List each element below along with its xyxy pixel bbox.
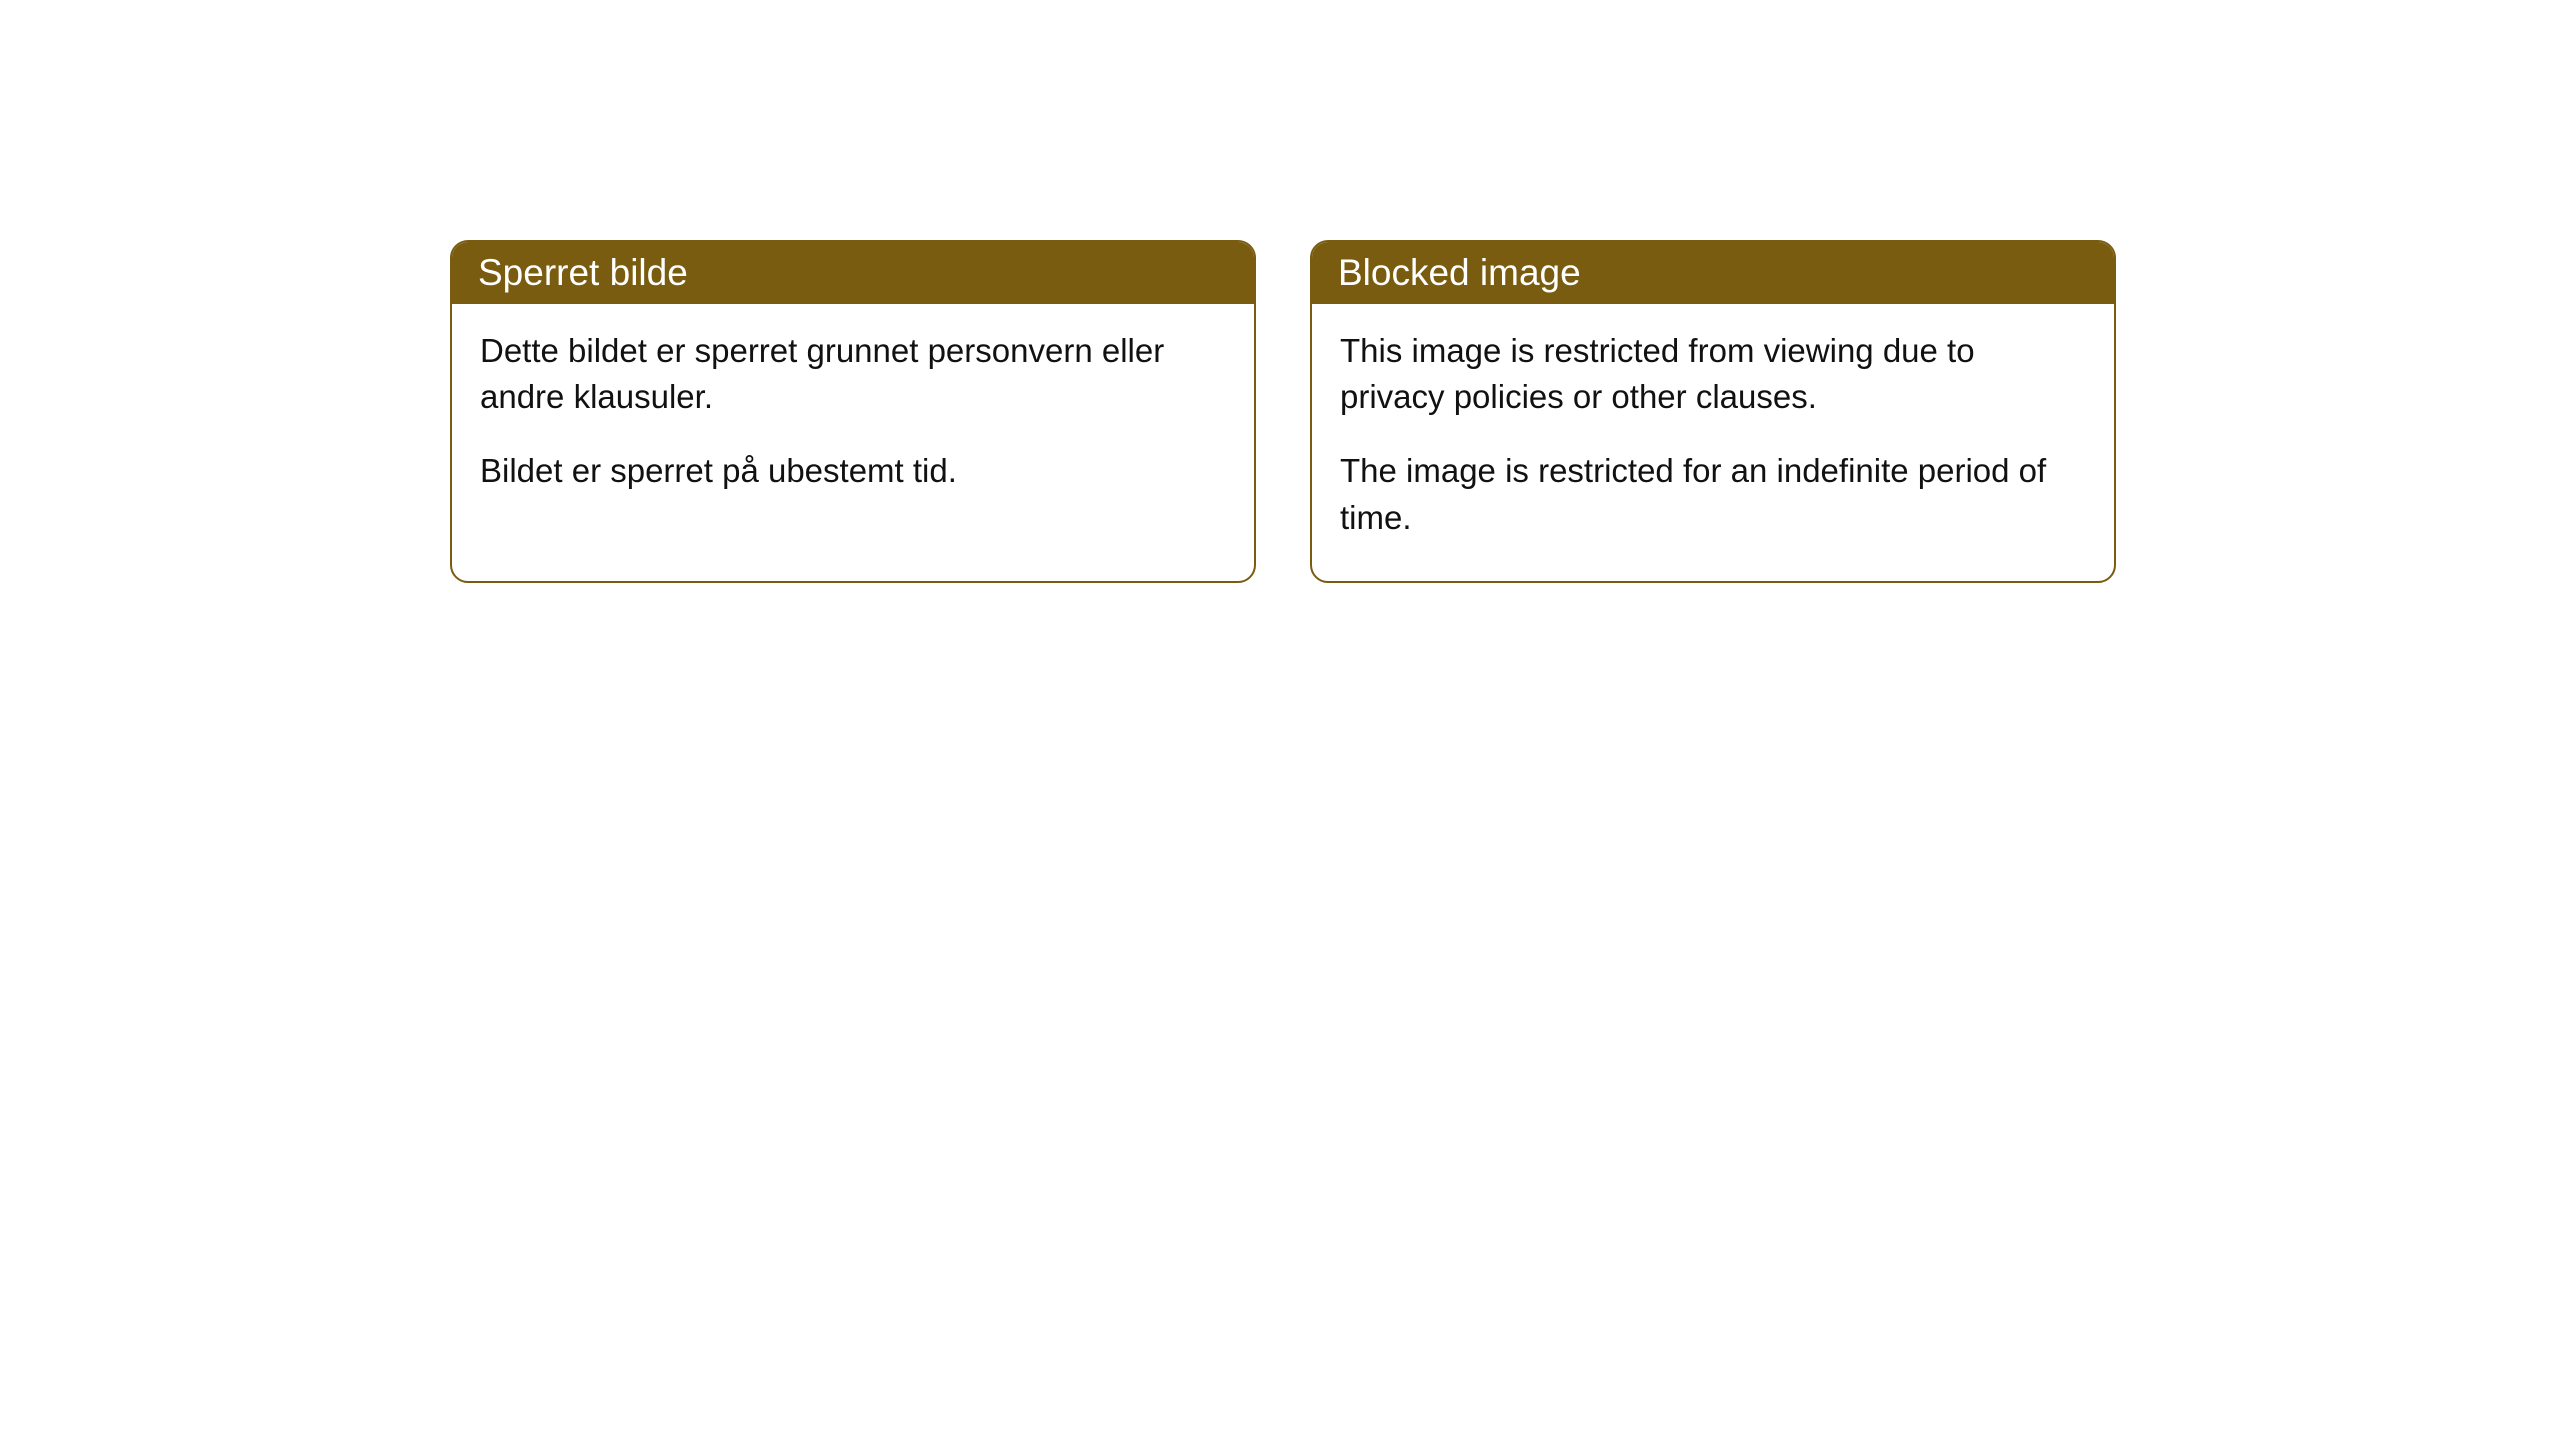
card-title-no: Sperret bilde bbox=[478, 252, 688, 293]
card-paragraph-1-no: Dette bildet er sperret grunnet personve… bbox=[480, 328, 1226, 420]
card-body-en: This image is restricted from viewing du… bbox=[1312, 304, 2114, 581]
notice-container: Sperret bilde Dette bildet er sperret gr… bbox=[450, 240, 2116, 583]
card-paragraph-1-en: This image is restricted from viewing du… bbox=[1340, 328, 2086, 420]
card-body-no: Dette bildet er sperret grunnet personve… bbox=[452, 304, 1254, 535]
blocked-image-card-no: Sperret bilde Dette bildet er sperret gr… bbox=[450, 240, 1256, 583]
blocked-image-card-en: Blocked image This image is restricted f… bbox=[1310, 240, 2116, 583]
card-header-en: Blocked image bbox=[1312, 242, 2114, 304]
card-paragraph-2-no: Bildet er sperret på ubestemt tid. bbox=[480, 448, 1226, 494]
card-header-no: Sperret bilde bbox=[452, 242, 1254, 304]
card-title-en: Blocked image bbox=[1338, 252, 1581, 293]
card-paragraph-2-en: The image is restricted for an indefinit… bbox=[1340, 448, 2086, 540]
